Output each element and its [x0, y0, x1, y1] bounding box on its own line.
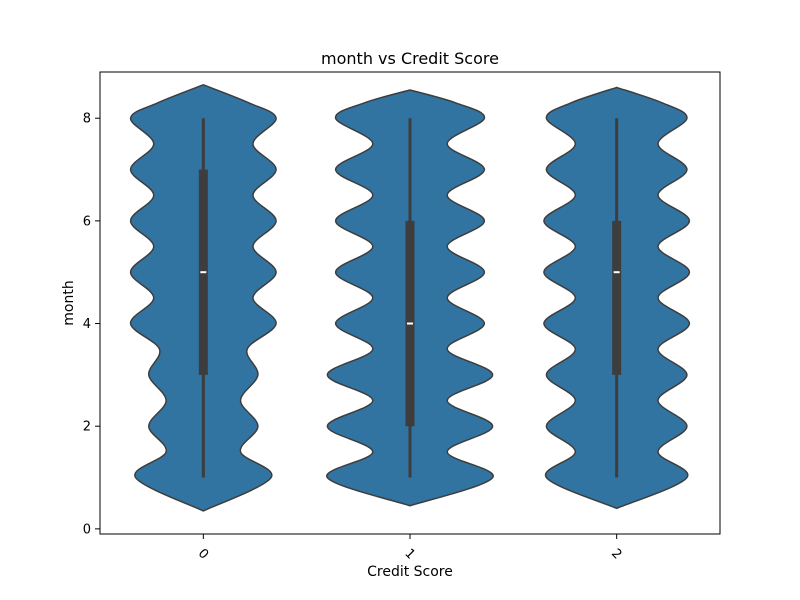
y-tick-label-6: 6	[83, 214, 91, 229]
violin-0	[129, 84, 277, 512]
x-tick-label-1: 1	[401, 546, 417, 562]
y-tick-label-0: 0	[83, 522, 91, 537]
violin-2	[543, 86, 691, 510]
y-tick-label-8: 8	[83, 112, 91, 127]
x-axis-label: Credit Score	[367, 564, 453, 580]
y-axis: 0 2 4 6 8	[83, 112, 100, 537]
x-tick-label-2: 2	[608, 546, 624, 562]
y-tick-label-4: 4	[83, 317, 91, 332]
x-tick-label-0: 0	[195, 546, 211, 562]
iqr-box-2	[612, 220, 622, 375]
y-axis-label: month	[61, 280, 77, 325]
violins	[129, 84, 691, 512]
violin-1	[326, 89, 494, 507]
x-axis: 0 1 2	[195, 534, 625, 563]
y-tick-label-2: 2	[83, 420, 91, 435]
chart-title: month vs Credit Score	[321, 49, 499, 68]
